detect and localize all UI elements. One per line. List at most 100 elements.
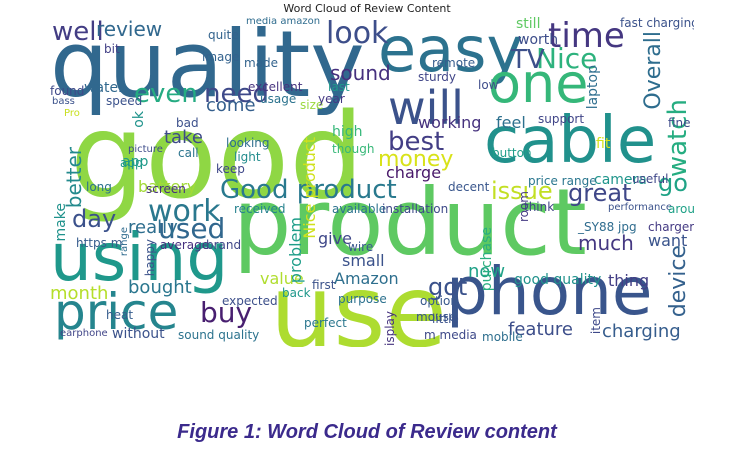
word-24: Overall bbox=[641, 31, 666, 110]
word-132: picture bbox=[128, 144, 163, 155]
word-69: last bbox=[328, 80, 350, 94]
word-10: price bbox=[54, 283, 179, 341]
word-45: battery bbox=[138, 177, 197, 196]
word-121: display bbox=[383, 311, 397, 347]
word-58: camera bbox=[594, 172, 647, 188]
word-26: great bbox=[568, 179, 632, 207]
word-65: water bbox=[84, 80, 124, 96]
word-127: mobile bbox=[482, 330, 523, 344]
word-16: even bbox=[134, 79, 198, 109]
word-75: image bbox=[202, 50, 240, 64]
word-33: device bbox=[666, 245, 691, 318]
word-60: app bbox=[122, 154, 149, 170]
word-37: bought bbox=[128, 277, 192, 298]
word-67: usage bbox=[260, 92, 297, 106]
word-43: charge bbox=[386, 163, 442, 182]
word-3: quality bbox=[50, 17, 365, 118]
word-71: low bbox=[478, 78, 499, 92]
word-17: need bbox=[204, 79, 269, 109]
word-4: use bbox=[270, 253, 448, 348]
word-52: small bbox=[342, 251, 385, 270]
word-31: better bbox=[62, 147, 86, 209]
word-21: sound bbox=[330, 61, 391, 85]
word-112: think bbox=[524, 200, 555, 214]
word-72: speed bbox=[106, 94, 143, 108]
word-73: bit bbox=[104, 42, 120, 56]
word-119: little bbox=[432, 312, 459, 326]
word-68: year bbox=[318, 92, 345, 106]
word-36: month bbox=[50, 283, 109, 304]
word-114: charger bbox=[648, 220, 694, 234]
word-70: sturdy bbox=[418, 70, 457, 84]
word-20: look bbox=[326, 17, 389, 51]
word-40: come bbox=[206, 95, 256, 116]
word-11: will bbox=[388, 81, 464, 135]
word-104: decent bbox=[448, 180, 490, 194]
word-117: option bbox=[420, 294, 458, 308]
word-63: fast charging bbox=[620, 17, 694, 30]
word-116: expected bbox=[222, 294, 278, 308]
word-101: installation bbox=[382, 202, 449, 216]
word-28: used bbox=[158, 212, 226, 245]
word-22: TV bbox=[511, 45, 545, 75]
word-98: brand bbox=[206, 238, 242, 252]
word-74: quite bbox=[208, 28, 239, 42]
word-118: mouse bbox=[416, 310, 457, 324]
word-87: high bbox=[332, 124, 363, 140]
word-2: product bbox=[233, 169, 587, 276]
word-126: m media bbox=[424, 328, 477, 342]
word-5: phone bbox=[446, 253, 653, 330]
word-110: purpose bbox=[338, 292, 387, 306]
word-32: much bbox=[578, 231, 634, 255]
word-38: well bbox=[52, 17, 104, 47]
word-80: support bbox=[538, 112, 585, 126]
word-115: back bbox=[282, 286, 311, 300]
word-125: sound quality bbox=[178, 328, 260, 342]
word-109: first bbox=[312, 278, 336, 292]
word-113: _SY88 jpg bbox=[578, 220, 637, 234]
word-12: Good product bbox=[220, 175, 397, 205]
word-133: app bbox=[120, 156, 143, 170]
word-15: Nice bbox=[536, 42, 598, 75]
word-106: around bbox=[668, 202, 694, 216]
word-29: day bbox=[72, 205, 117, 233]
word-41: working bbox=[418, 113, 482, 132]
word-102: price range bbox=[528, 174, 597, 188]
word-103: useful bbox=[632, 172, 669, 186]
word-1: good bbox=[70, 87, 365, 225]
word-19: money bbox=[378, 147, 454, 172]
word-130: bass bbox=[52, 96, 75, 107]
word-57: thing bbox=[608, 271, 650, 290]
word-64: size bbox=[300, 98, 324, 112]
word-128: earphone bbox=[60, 328, 108, 339]
word-124: without bbox=[112, 326, 165, 342]
word-131: Pro bbox=[64, 108, 80, 119]
word-44: take bbox=[164, 127, 203, 148]
chart-title: Word Cloud of Review Content bbox=[283, 2, 451, 15]
word-92: long bbox=[86, 180, 112, 194]
word-13: work bbox=[148, 194, 221, 229]
word-23: watch bbox=[663, 99, 693, 178]
word-123: heat bbox=[106, 308, 134, 322]
word-107: button bbox=[492, 146, 532, 160]
word-34: feature bbox=[508, 319, 573, 340]
word-61: worth bbox=[518, 32, 559, 48]
word-97: average bbox=[160, 238, 210, 252]
word-8: easy bbox=[378, 17, 524, 86]
word-83: ok bbox=[131, 111, 147, 128]
word-62: still bbox=[516, 17, 541, 32]
word-59: want bbox=[648, 231, 688, 250]
word-99: received bbox=[234, 202, 286, 216]
word-120: perfect bbox=[304, 316, 347, 330]
word-100: available bbox=[332, 202, 387, 216]
word-129: found bbox=[50, 84, 85, 98]
word-35: charging bbox=[602, 321, 681, 342]
word-105: performance bbox=[608, 202, 673, 213]
word-96: happy bbox=[143, 239, 157, 277]
word-55: purchase bbox=[479, 227, 495, 292]
word-79: fit bbox=[596, 136, 611, 152]
word-122: item bbox=[589, 307, 603, 335]
word-85: looking bbox=[226, 136, 270, 150]
word-76: made bbox=[244, 56, 279, 70]
word-46: got bbox=[428, 273, 468, 301]
